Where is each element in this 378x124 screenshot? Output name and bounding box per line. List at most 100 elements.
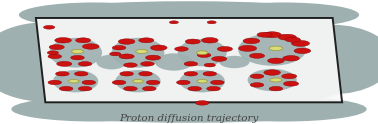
Circle shape: [49, 45, 64, 50]
Circle shape: [47, 51, 59, 55]
Ellipse shape: [0, 10, 378, 114]
Circle shape: [59, 86, 73, 91]
Ellipse shape: [200, 99, 253, 112]
Ellipse shape: [219, 56, 249, 68]
Circle shape: [185, 39, 200, 44]
Ellipse shape: [248, 69, 297, 91]
Circle shape: [285, 37, 301, 42]
Circle shape: [283, 56, 299, 61]
Circle shape: [217, 46, 232, 51]
Circle shape: [48, 80, 62, 85]
Ellipse shape: [235, 16, 287, 28]
Circle shape: [270, 78, 282, 82]
Circle shape: [56, 72, 69, 76]
Ellipse shape: [11, 97, 178, 122]
Circle shape: [197, 51, 208, 55]
Ellipse shape: [49, 38, 102, 68]
Circle shape: [124, 63, 137, 67]
Ellipse shape: [0, 37, 38, 87]
Circle shape: [250, 74, 264, 78]
Circle shape: [257, 32, 272, 37]
Circle shape: [278, 34, 296, 40]
Circle shape: [119, 54, 134, 59]
Circle shape: [250, 83, 264, 87]
Circle shape: [150, 45, 167, 50]
Ellipse shape: [208, 2, 359, 27]
Circle shape: [197, 79, 208, 83]
Circle shape: [141, 62, 154, 66]
Circle shape: [133, 79, 143, 83]
Ellipse shape: [96, 55, 127, 69]
Ellipse shape: [273, 93, 313, 101]
Circle shape: [74, 72, 88, 76]
Circle shape: [184, 72, 198, 76]
Ellipse shape: [322, 65, 378, 79]
Ellipse shape: [340, 40, 378, 79]
Circle shape: [294, 48, 311, 54]
Circle shape: [207, 21, 216, 24]
Circle shape: [263, 32, 281, 38]
Ellipse shape: [168, 101, 210, 112]
Circle shape: [282, 74, 297, 79]
Ellipse shape: [155, 53, 193, 71]
Ellipse shape: [13, 68, 41, 76]
Circle shape: [112, 80, 126, 85]
Ellipse shape: [331, 57, 378, 67]
Circle shape: [188, 86, 201, 91]
Circle shape: [124, 86, 137, 91]
Ellipse shape: [263, 25, 323, 30]
Polygon shape: [36, 18, 342, 102]
Ellipse shape: [245, 95, 277, 109]
Ellipse shape: [324, 74, 354, 88]
Circle shape: [82, 80, 96, 85]
Circle shape: [112, 46, 126, 50]
Ellipse shape: [43, 87, 75, 92]
Ellipse shape: [115, 70, 161, 92]
Text: Proton diffusion trajectory: Proton diffusion trajectory: [119, 114, 259, 123]
Ellipse shape: [12, 39, 66, 46]
Circle shape: [177, 80, 190, 85]
Ellipse shape: [19, 78, 59, 84]
Circle shape: [82, 44, 99, 49]
Ellipse shape: [57, 105, 321, 123]
Circle shape: [195, 101, 209, 105]
Ellipse shape: [19, 2, 170, 27]
Circle shape: [118, 39, 135, 44]
Ellipse shape: [3, 59, 42, 65]
Ellipse shape: [57, 92, 114, 102]
Circle shape: [269, 86, 283, 91]
Circle shape: [197, 53, 211, 57]
Circle shape: [139, 38, 154, 43]
Circle shape: [146, 55, 161, 60]
Ellipse shape: [102, 95, 131, 109]
Ellipse shape: [42, 28, 76, 41]
Ellipse shape: [112, 38, 164, 68]
Circle shape: [207, 86, 220, 91]
Circle shape: [48, 54, 62, 59]
Ellipse shape: [324, 49, 378, 55]
Circle shape: [284, 81, 299, 86]
Ellipse shape: [160, 13, 218, 22]
Ellipse shape: [238, 33, 306, 66]
Circle shape: [143, 86, 156, 91]
Circle shape: [68, 79, 79, 83]
Ellipse shape: [104, 15, 130, 28]
Circle shape: [71, 55, 84, 60]
Ellipse shape: [53, 70, 98, 92]
Circle shape: [71, 49, 84, 53]
Ellipse shape: [70, 22, 101, 32]
Ellipse shape: [122, 13, 182, 24]
Circle shape: [249, 53, 265, 58]
Circle shape: [43, 25, 55, 29]
Circle shape: [78, 62, 92, 66]
Ellipse shape: [302, 31, 336, 37]
Circle shape: [184, 62, 198, 66]
Ellipse shape: [3, 49, 50, 55]
Polygon shape: [4, 13, 376, 112]
Circle shape: [291, 40, 310, 46]
Circle shape: [110, 52, 121, 56]
Circle shape: [78, 86, 92, 91]
Circle shape: [146, 80, 160, 85]
Circle shape: [212, 56, 227, 61]
Circle shape: [136, 49, 148, 53]
